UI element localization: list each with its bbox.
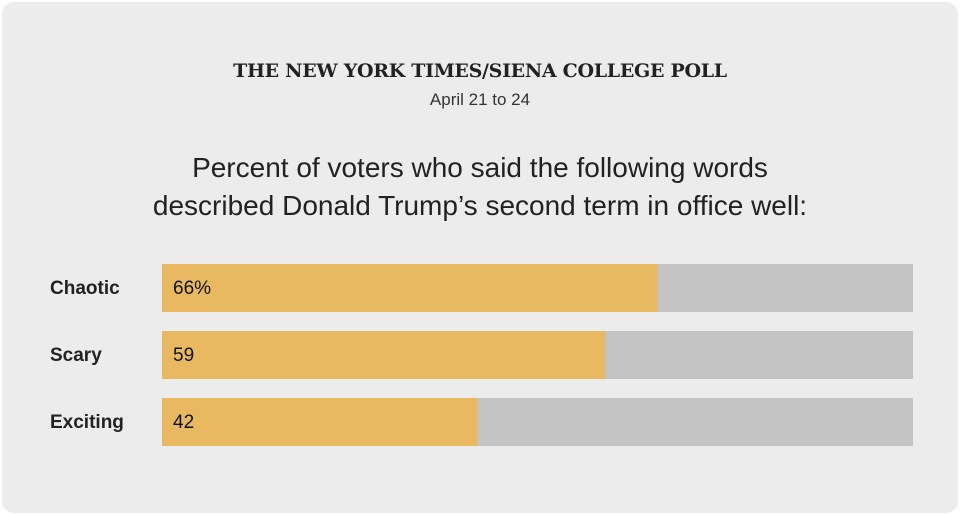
chart-headline: Percent of voters who said the following… xyxy=(2,149,958,225)
poll-dates: April 21 to 24 xyxy=(429,90,531,109)
category-label-exciting: Exciting xyxy=(50,412,124,433)
bar-scary xyxy=(162,331,606,379)
bar-exciting xyxy=(162,398,478,446)
value-label-exciting: 42 xyxy=(173,412,194,433)
value-label-chaotic: 66% xyxy=(173,278,211,299)
poll-source-kicker: THE NEW YORK TIMES/SIENA COLLEGE POLL xyxy=(233,60,727,82)
headline-line-2: described Donald Trump’s second term in … xyxy=(152,190,808,221)
category-label-scary: Scary xyxy=(50,345,102,366)
bar-chaotic xyxy=(162,264,658,312)
value-label-scary: 59 xyxy=(173,345,194,366)
category-label-chaotic: Chaotic xyxy=(50,278,120,299)
headline-line-1: Percent of voters who said the following… xyxy=(192,152,768,183)
